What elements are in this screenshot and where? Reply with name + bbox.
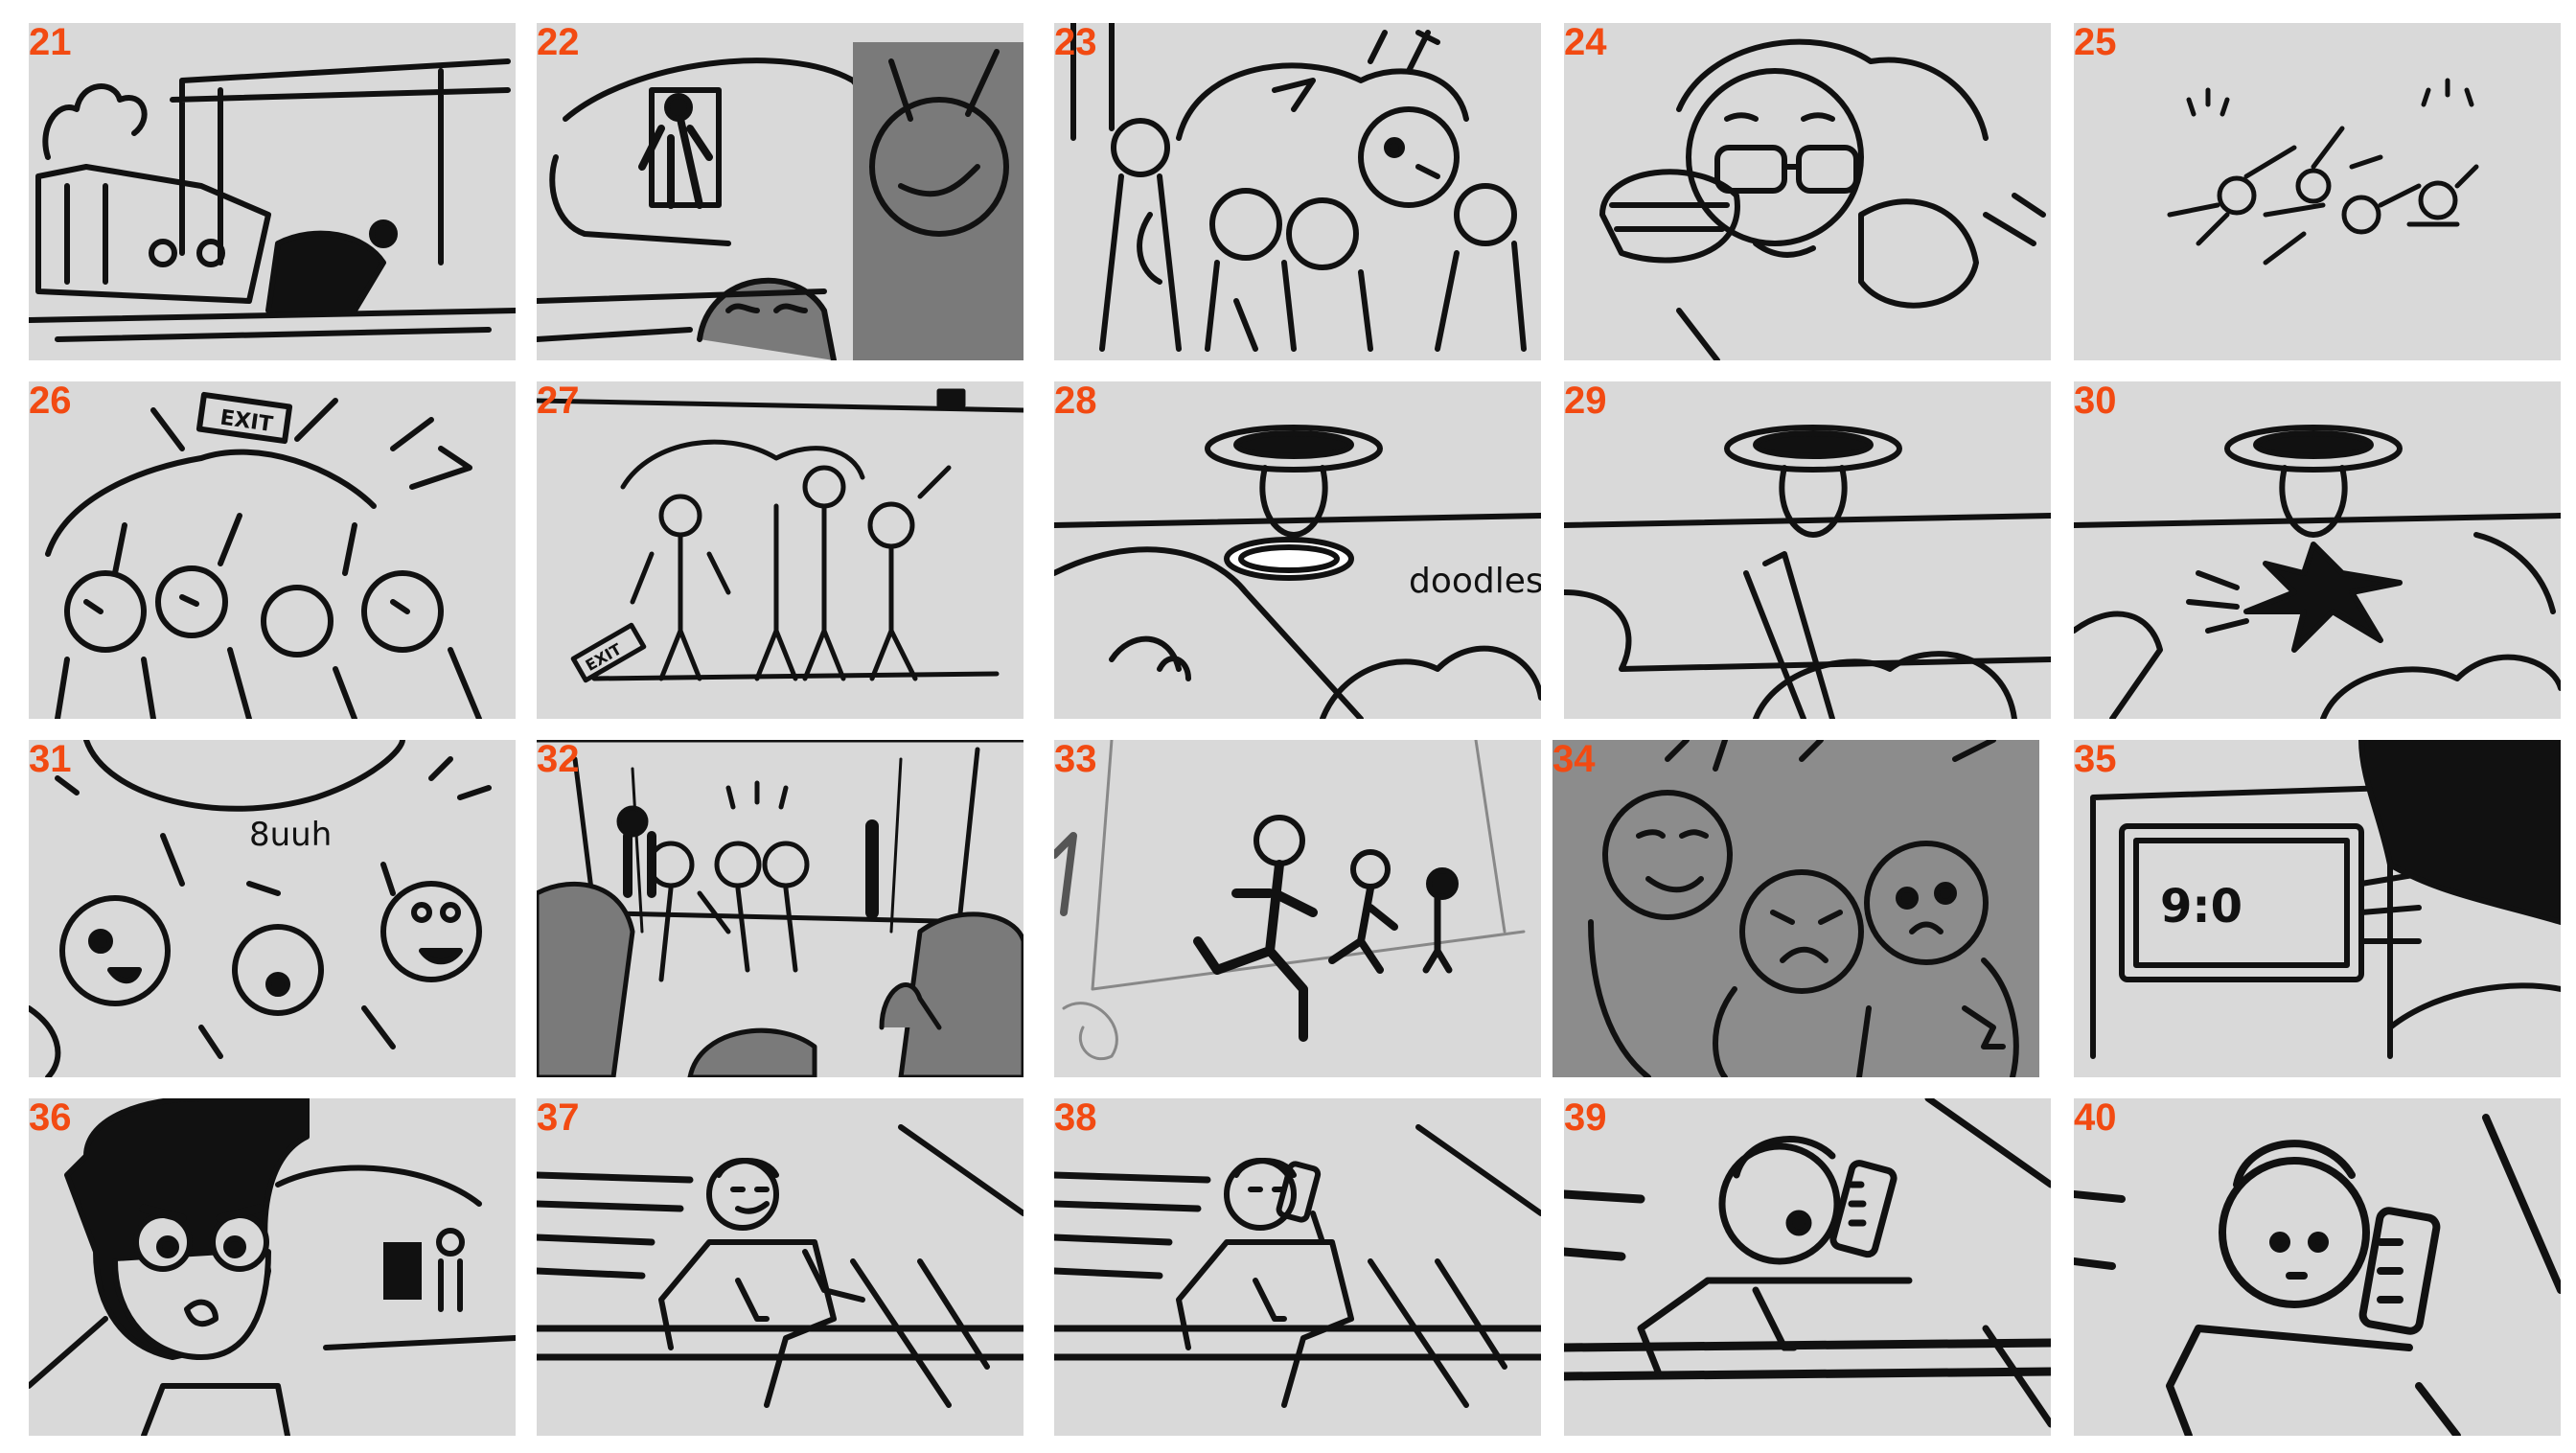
panel-number: 27 xyxy=(537,381,580,422)
sketch-lamp-pointing xyxy=(1564,425,2051,719)
panel-number: 25 xyxy=(2074,23,2117,63)
sketch-closeup-glasses-pile xyxy=(1599,38,2046,360)
panel-number: 29 xyxy=(1564,381,1607,422)
storyboard-panel-32: 32 xyxy=(537,740,1024,1077)
storyboard-panel-26: 26 EXIT xyxy=(29,381,516,719)
sketch-angry-glasses-closeup xyxy=(29,1098,516,1436)
doodles-caption: doodles xyxy=(1409,562,1541,601)
panel-number: 38 xyxy=(1054,1098,1097,1139)
phone-time-display: 9:0 xyxy=(2160,880,2242,934)
exit-sign: EXIT xyxy=(196,391,293,445)
storyboard-panel-35: 35 9:0 xyxy=(2074,740,2561,1077)
sketch-worried-faces xyxy=(1588,740,2019,1077)
storyboard-panel-38: 38 xyxy=(1054,1098,1541,1436)
panel-number: 31 xyxy=(29,740,72,780)
storyboard-panel-29: 29 xyxy=(1564,381,2051,719)
storyboard-panel-21: 21 xyxy=(29,23,516,360)
sketch-phone-screen-closeup: 9:0 xyxy=(2090,740,2561,1059)
storyboard-panel-27: 27 EXIT xyxy=(537,381,1024,719)
sketch-crowd-shouting: 8uuh xyxy=(29,740,492,1077)
panel-number: 37 xyxy=(537,1098,580,1139)
sketch-hallway-crowd xyxy=(537,740,1024,1077)
panel-number: 33 xyxy=(1054,740,1097,780)
panel-number: 39 xyxy=(1564,1098,1607,1139)
panel-number: 21 xyxy=(29,23,72,63)
sketch-blank-face-phone xyxy=(2074,1114,2561,1436)
storyboard-panel-23: 23 xyxy=(1054,23,1541,360)
storyboard-panel-36: 36 xyxy=(29,1098,516,1436)
panel-number: 30 xyxy=(2074,381,2117,422)
storyboard-panel-31: 31 8uuh xyxy=(29,740,516,1077)
sketch-group-marching-exit: EXIT xyxy=(537,388,1024,683)
storyboard-panel-37: 37 xyxy=(537,1098,1024,1436)
panel-number: 23 xyxy=(1054,23,1097,63)
panel-number: 26 xyxy=(29,381,72,422)
panel-number: 22 xyxy=(537,23,580,63)
sketch-seated-smirk xyxy=(537,1124,1024,1408)
storyboard-panel-25: 25 xyxy=(2074,23,2561,360)
panel-number: 28 xyxy=(1054,381,1097,422)
sketch-crowd-group xyxy=(1070,23,1527,352)
panel-number: 36 xyxy=(29,1098,72,1139)
storyboard-panel-24: 24 xyxy=(1564,23,2051,360)
panel-number: 40 xyxy=(2074,1098,2117,1139)
storyboard-panel-39: 39 xyxy=(1564,1098,2051,1436)
storyboard-panel-28: 28 doodles xyxy=(1054,381,1541,719)
sketch-crowd-carrying-exit-sign: EXIT xyxy=(45,391,482,719)
panel-number: 35 xyxy=(2074,740,2117,780)
storyboard-panel-40: 40 xyxy=(2074,1098,2561,1436)
sketch-running-figures xyxy=(1054,740,1526,1061)
storyboard-panel-33: 33 xyxy=(1054,740,1541,1077)
sketch-phone-closeup xyxy=(1564,1098,2051,1428)
panel-number: 32 xyxy=(537,740,580,780)
sketch-distant-pile xyxy=(2167,78,2479,265)
storyboard-panel-34: 34 xyxy=(1552,740,2039,1077)
sketch-car-door-cat xyxy=(537,42,1024,360)
storyboard-panel-30: 30 xyxy=(2074,381,2561,719)
shout-caption: 8uuh xyxy=(249,816,332,854)
panel-number: 34 xyxy=(1552,740,1596,780)
storyboard-panel-22: 22 xyxy=(537,23,1024,360)
sketch-ceiling-lamp-doodles: doodles xyxy=(1054,425,1541,719)
sketch-lamp-impact xyxy=(2074,425,2561,719)
exit-sign-dropped: EXIT xyxy=(570,622,647,683)
sketch-street-car xyxy=(29,58,516,342)
sketch-seated-phone xyxy=(1054,1124,1541,1408)
panel-number: 24 xyxy=(1564,23,1607,63)
